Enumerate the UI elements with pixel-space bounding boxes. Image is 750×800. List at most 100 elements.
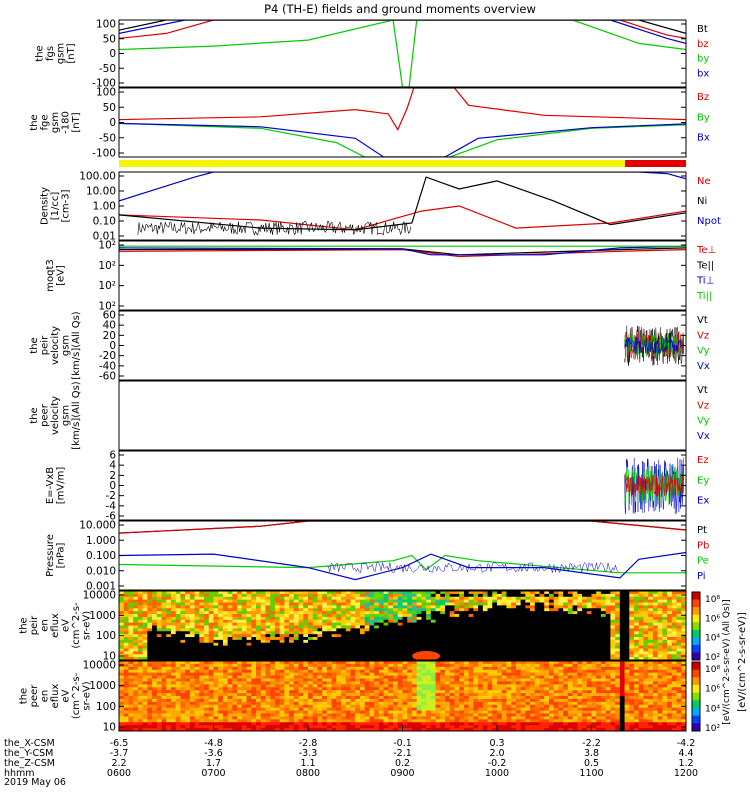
heatmap-cell xyxy=(364,698,370,703)
heatmap-cell xyxy=(586,593,592,598)
heatmap-cell xyxy=(681,639,686,644)
heatmap-cell xyxy=(170,614,177,618)
heatmap-cell xyxy=(170,687,177,691)
heatmap-cell xyxy=(634,625,640,629)
legend-Vx: Vx xyxy=(697,361,710,372)
heatmap-cell xyxy=(208,596,214,601)
heatmap-cell xyxy=(303,690,309,694)
heatmap-cell xyxy=(128,698,134,703)
heatmap-cell xyxy=(241,681,247,685)
heatmap-cell xyxy=(270,687,276,691)
heatmap-cell xyxy=(185,707,191,711)
heatmap-cell xyxy=(638,593,644,598)
heatmap-cell xyxy=(501,619,507,624)
heatmap-cell xyxy=(119,728,125,731)
heatmap-cell xyxy=(407,663,413,668)
heatmap-cell xyxy=(671,634,677,638)
heatmap-cell xyxy=(582,622,588,626)
heatmap-cell xyxy=(232,611,238,615)
heatmap-cell xyxy=(364,710,370,714)
heatmap-cell xyxy=(501,631,507,635)
heatmap-cell xyxy=(336,608,342,612)
heatmap-cell xyxy=(303,698,309,703)
heatmap-cell xyxy=(411,690,418,694)
legend-Vz: Vz xyxy=(697,400,709,411)
heatmap-cell xyxy=(388,696,394,700)
heatmap-cell xyxy=(204,728,210,731)
heatmap-cell xyxy=(577,654,583,658)
heatmap-cell xyxy=(222,654,229,658)
heatmap-cell xyxy=(402,675,408,679)
y-tick-label: 0.100 xyxy=(86,550,116,562)
heatmap-cell xyxy=(407,675,413,679)
heatmap-cell xyxy=(289,707,295,711)
heatmap-cell xyxy=(322,657,328,660)
heatmap-cell xyxy=(341,661,347,665)
heatmap-cell xyxy=(341,722,347,726)
heatmap-cell xyxy=(393,719,399,723)
heatmap-cell xyxy=(463,666,470,671)
heatmap-cell xyxy=(137,696,144,700)
heatmap-cell xyxy=(345,666,351,671)
heatmap-cell xyxy=(355,661,361,665)
y-label-line: [eV] xyxy=(55,265,66,286)
heatmap-cell xyxy=(270,619,276,624)
heatmap-cell xyxy=(289,681,295,685)
heatmap-cell xyxy=(185,619,191,624)
heatmap-cell xyxy=(364,625,370,629)
heatmap-cell xyxy=(681,657,686,660)
heatmap-cell xyxy=(591,637,597,641)
heatmap-cell xyxy=(667,596,673,601)
heatmap-cell xyxy=(265,628,271,632)
heatmap-cell xyxy=(534,657,540,660)
heatmap-cell xyxy=(359,599,366,603)
heatmap-cell xyxy=(459,684,465,688)
heatmap-cell xyxy=(459,719,465,723)
heatmap-cell xyxy=(147,654,153,658)
heatmap-cell xyxy=(397,642,403,647)
heatmap-cell xyxy=(482,622,488,626)
heatmap-cell xyxy=(445,625,451,629)
heatmap-cell xyxy=(558,651,564,655)
heatmap-cell xyxy=(629,631,635,635)
heatmap-cell xyxy=(634,654,640,658)
heatmap-cell xyxy=(119,722,125,726)
series-Ni-noise xyxy=(137,220,412,236)
heatmap-cell xyxy=(284,719,290,723)
heatmap-cell xyxy=(331,701,337,706)
heatmap-cell xyxy=(213,713,219,717)
heatmap-cell xyxy=(251,648,257,652)
heatmap-cell xyxy=(506,625,512,629)
heatmap-cell xyxy=(416,642,422,647)
heatmap-cell xyxy=(270,614,276,618)
heatmap-cell xyxy=(383,722,389,726)
legend-Vx: Vx xyxy=(697,431,710,442)
heatmap-cell xyxy=(374,637,380,641)
heatmap-cell xyxy=(156,645,162,649)
heatmap-cell xyxy=(449,639,455,644)
heatmap-cell xyxy=(369,596,375,601)
heatmap-cell xyxy=(270,675,276,679)
heatmap-cell xyxy=(374,608,380,612)
heatmap-cell xyxy=(260,675,266,679)
heatmap-cell xyxy=(468,619,474,624)
heatmap-cell xyxy=(208,713,214,717)
heatmap-cell xyxy=(369,698,375,703)
heatmap-cell xyxy=(359,684,366,688)
heatmap-cell xyxy=(662,657,668,660)
heatmap-cell xyxy=(256,657,262,660)
heatmap-cell xyxy=(208,651,214,655)
heatmap-cell xyxy=(260,642,266,647)
heatmap-cell xyxy=(308,690,314,694)
heatmap-cell xyxy=(445,602,451,606)
heatmap-cell xyxy=(520,596,526,601)
heatmap-cell xyxy=(189,701,196,706)
heatmap-cell xyxy=(369,651,375,655)
heatmap-cell xyxy=(331,631,337,635)
heatmap-cell xyxy=(222,728,229,731)
heatmap-cell xyxy=(284,639,290,644)
heatmap-cell xyxy=(454,614,460,618)
heatmap-cell xyxy=(256,713,262,717)
heatmap-cell xyxy=(170,704,177,709)
heatmap-cell xyxy=(204,719,210,723)
